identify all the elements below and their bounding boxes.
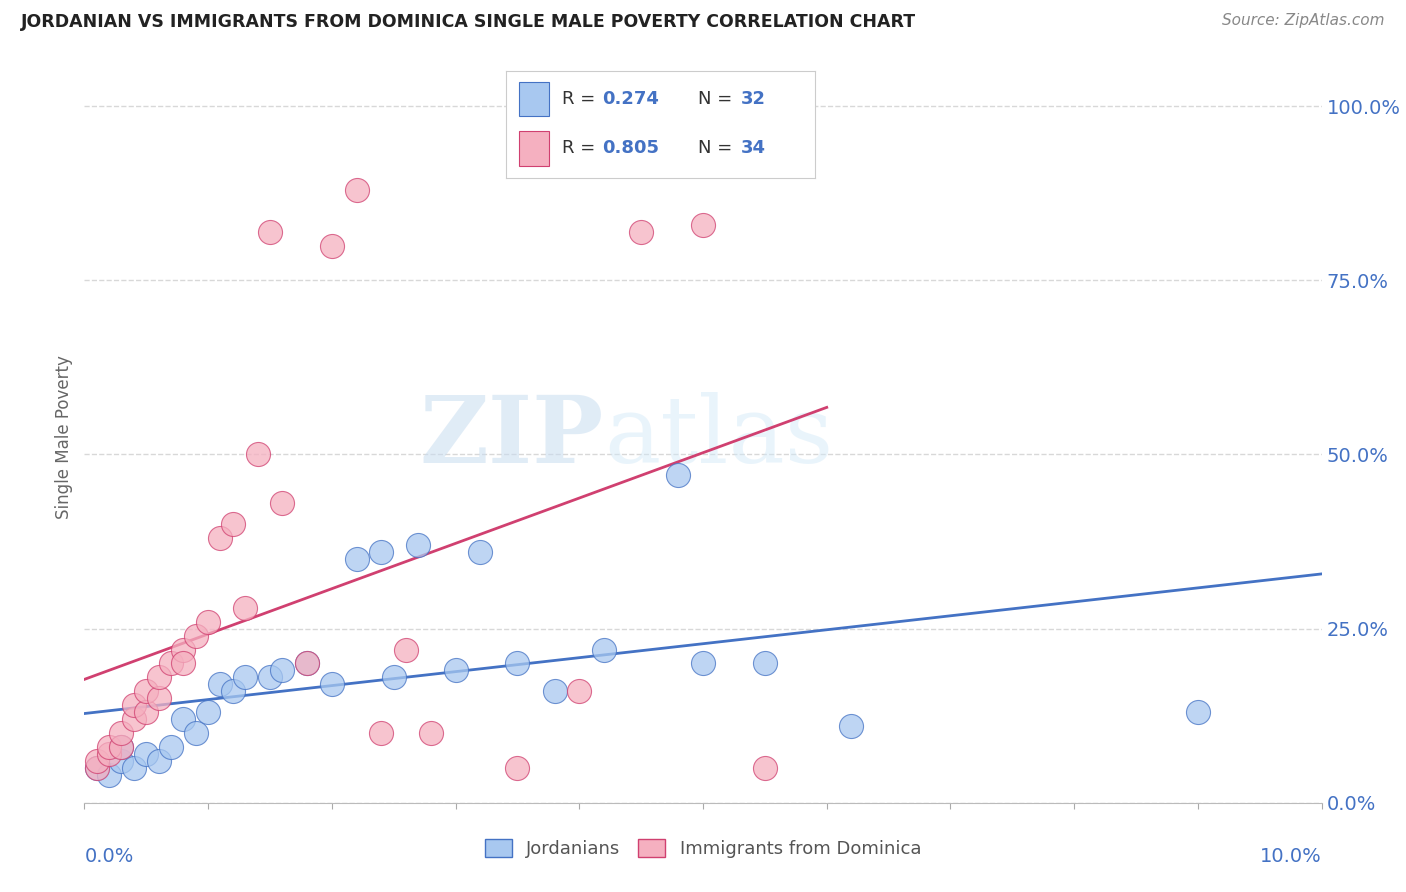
- Point: [692, 657, 714, 671]
- Point: [666, 468, 689, 483]
- Point: [444, 664, 467, 678]
- Point: [692, 218, 714, 232]
- Point: [172, 712, 194, 726]
- Bar: [519, 131, 550, 166]
- Point: [321, 677, 343, 691]
- Text: N =: N =: [697, 139, 738, 157]
- Point: [630, 225, 652, 239]
- Point: [148, 670, 170, 684]
- Point: [98, 768, 121, 782]
- Text: atlas: atlas: [605, 392, 834, 482]
- Point: [172, 642, 194, 657]
- Point: [568, 684, 591, 698]
- Point: [160, 740, 183, 755]
- Point: [197, 705, 219, 719]
- Point: [98, 747, 121, 761]
- Point: [110, 726, 132, 740]
- Text: ZIP: ZIP: [420, 392, 605, 482]
- Point: [370, 545, 392, 559]
- Text: R =: R =: [562, 139, 600, 157]
- Point: [86, 761, 108, 775]
- Point: [110, 740, 132, 755]
- Point: [233, 600, 256, 615]
- Bar: [519, 82, 550, 116]
- Point: [222, 517, 245, 532]
- Point: [506, 761, 529, 775]
- Text: 0.0%: 0.0%: [84, 847, 134, 866]
- Point: [122, 698, 145, 713]
- Point: [148, 691, 170, 706]
- Point: [209, 677, 232, 691]
- Point: [86, 754, 108, 768]
- Point: [543, 684, 565, 698]
- Point: [135, 705, 157, 719]
- Point: [122, 712, 145, 726]
- Point: [470, 545, 492, 559]
- Text: JORDANIAN VS IMMIGRANTS FROM DOMINICA SINGLE MALE POVERTY CORRELATION CHART: JORDANIAN VS IMMIGRANTS FROM DOMINICA SI…: [21, 13, 917, 31]
- Point: [172, 657, 194, 671]
- Text: R =: R =: [562, 90, 600, 108]
- Point: [209, 531, 232, 545]
- Point: [841, 719, 863, 733]
- Point: [295, 657, 318, 671]
- Point: [259, 225, 281, 239]
- Point: [419, 726, 441, 740]
- Point: [1187, 705, 1209, 719]
- Point: [754, 761, 776, 775]
- Point: [370, 726, 392, 740]
- Point: [346, 183, 368, 197]
- Text: 32: 32: [741, 90, 766, 108]
- Point: [135, 747, 157, 761]
- Point: [110, 754, 132, 768]
- Point: [122, 761, 145, 775]
- Point: [184, 726, 207, 740]
- Point: [197, 615, 219, 629]
- Text: Source: ZipAtlas.com: Source: ZipAtlas.com: [1222, 13, 1385, 29]
- Point: [110, 740, 132, 755]
- Text: 0.805: 0.805: [602, 139, 659, 157]
- Text: 0.274: 0.274: [602, 90, 659, 108]
- Text: 10.0%: 10.0%: [1260, 847, 1322, 866]
- Point: [754, 657, 776, 671]
- Point: [271, 496, 294, 510]
- Point: [233, 670, 256, 684]
- Point: [346, 552, 368, 566]
- Text: N =: N =: [697, 90, 738, 108]
- Point: [135, 684, 157, 698]
- Point: [593, 642, 616, 657]
- Point: [382, 670, 405, 684]
- Point: [271, 664, 294, 678]
- Text: 34: 34: [741, 139, 766, 157]
- Legend: Jordanians, Immigrants from Dominica: Jordanians, Immigrants from Dominica: [475, 830, 931, 867]
- Point: [184, 629, 207, 643]
- Point: [506, 657, 529, 671]
- Point: [148, 754, 170, 768]
- Y-axis label: Single Male Poverty: Single Male Poverty: [55, 355, 73, 519]
- Point: [395, 642, 418, 657]
- Point: [98, 740, 121, 755]
- Point: [295, 657, 318, 671]
- Point: [86, 761, 108, 775]
- Point: [246, 448, 269, 462]
- Point: [408, 538, 430, 552]
- Point: [222, 684, 245, 698]
- Point: [160, 657, 183, 671]
- Point: [259, 670, 281, 684]
- Point: [321, 238, 343, 252]
